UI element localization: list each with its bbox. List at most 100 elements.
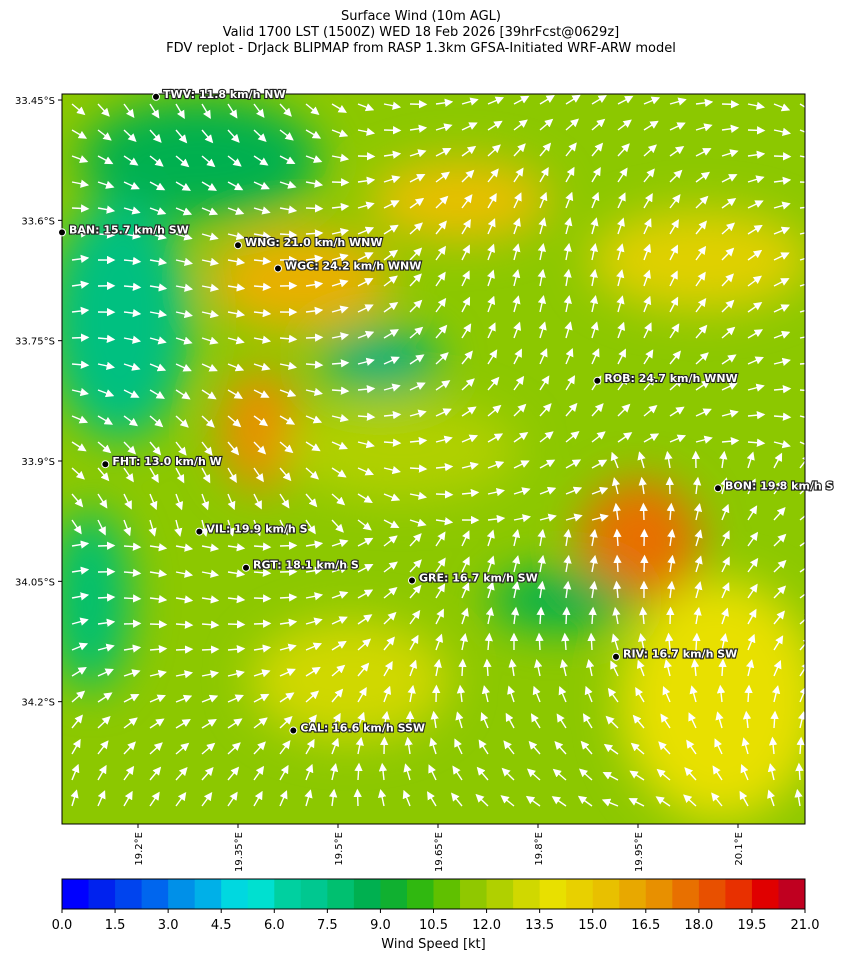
colorbar-swatch: [221, 879, 248, 909]
wind-arrow: [72, 208, 88, 209]
wind-arrow: [124, 623, 140, 624]
wind-arrow: [722, 104, 738, 105]
wind-arrow: [280, 597, 296, 598]
colorbar-tick-label: 16.5: [631, 918, 660, 933]
colorbar-swatch: [301, 879, 328, 909]
wind-arrow: [566, 608, 567, 624]
station-dot: [102, 461, 109, 468]
wind-arrow: [254, 598, 270, 599]
colorbar-swatch: [593, 879, 620, 909]
lon-tick-label: 19.35°E: [234, 832, 245, 872]
colorbar-swatch: [168, 879, 195, 909]
wind-arrow: [670, 608, 671, 624]
station-dot: [290, 727, 297, 734]
colorbar-swatch: [195, 879, 222, 909]
lat-tick-label: 33.75°S: [15, 337, 55, 348]
station-dot: [235, 242, 242, 249]
colorbar-swatch: [672, 879, 699, 909]
station-label: CAL: 16.6 km/h SSW: [300, 722, 425, 735]
colorbar-swatch: [487, 879, 514, 909]
colorbar-tick-label: 21.0: [791, 918, 820, 933]
colorbar-swatch: [566, 879, 593, 909]
lat-tick-label: 33.45°S: [15, 96, 55, 107]
wind-arrow: [748, 130, 764, 131]
station-label: VIL: 19.9 km/h S: [206, 523, 307, 536]
colorbar-swatch: [142, 879, 169, 909]
colorbar-swatch: [460, 879, 487, 909]
colorbar-tick-label: 1.5: [105, 918, 126, 933]
lon-tick-label: 19.8°E: [534, 832, 545, 866]
colorbar-tick-label: 7.5: [317, 918, 338, 933]
wind-arrow: [357, 790, 358, 806]
lon-tick-label: 19.65°E: [434, 832, 445, 872]
title: Surface Wind (10m AGL): [341, 9, 501, 24]
station-dot: [196, 528, 203, 535]
station-dot: [153, 93, 160, 100]
colorbar-tick-label: 19.5: [737, 918, 766, 933]
wind-arrow: [436, 494, 452, 495]
station-label: FHT: 13.0 km/h W: [112, 455, 221, 468]
wind-arrow: [306, 208, 322, 209]
station-dot: [275, 265, 282, 272]
lat-tick-label: 34.2°S: [21, 698, 55, 709]
colorbar-swatch: [778, 879, 805, 909]
title: FDV replot - DrJack BLIPMAP from RASP 1.…: [166, 41, 676, 56]
colorbar-swatch: [89, 879, 116, 909]
colorbar-swatch: [248, 879, 275, 909]
colorbar-swatch: [62, 879, 89, 909]
colorbar-swatch: [354, 879, 381, 909]
colorbar-swatch: [699, 879, 726, 909]
station-label: BAN: 15.7 km/h SW: [69, 223, 189, 236]
lon-tick-label: 19.95°E: [634, 832, 645, 872]
wind-arrow: [98, 597, 114, 598]
station-label: GRE: 16.7 km/h SW: [419, 572, 538, 585]
station-label: BON: 19.8 km/h S: [725, 479, 834, 492]
lat-tick-label: 33.6°S: [21, 216, 55, 227]
station-dot: [243, 564, 250, 571]
colorbar-swatch: [513, 879, 540, 909]
wind-arrow: [774, 156, 790, 157]
station-label: RIV: 16.7 km/h SW: [623, 648, 737, 661]
colorbar-swatch: [380, 879, 407, 909]
wind-arrow: [722, 660, 723, 676]
wind-arrow: [150, 624, 166, 625]
wind-arrow: [228, 624, 244, 625]
colorbar-swatch: [646, 879, 673, 909]
wind-arrow: [202, 649, 218, 650]
wind-arrow: [462, 660, 463, 676]
wind-arrow: [358, 764, 359, 780]
colorbar-tick-label: 4.5: [211, 918, 232, 933]
colorbar-tick-label: 15.0: [578, 918, 607, 933]
station-label: ROB: 24.7 km/h WNW: [604, 372, 737, 385]
wind-arrow: [72, 337, 88, 338]
colorbar-swatch: [274, 879, 301, 909]
station-label: TWV: 11.8 km/h NW: [163, 88, 286, 101]
lat-tick-label: 33.9°S: [21, 457, 55, 468]
colorbar-swatch: [115, 879, 142, 909]
lon-tick-label: 19.2°E: [134, 832, 145, 866]
lon-tick-label: 20.1°E: [734, 832, 745, 866]
colorbar-swatch: [725, 879, 752, 909]
station-dot: [613, 653, 620, 660]
lon-tick-label: 19.5°E: [334, 832, 345, 866]
wind-arrow: [617, 556, 618, 572]
wind-arrow: [539, 634, 540, 650]
wind-arrow: [306, 337, 322, 338]
colorbar-swatch: [619, 879, 646, 909]
wind-arrow: [124, 598, 140, 599]
station-label: RGT: 18.1 km/h S: [253, 559, 359, 572]
lat-tick-label: 34.05°S: [15, 577, 55, 588]
wind-arrow: [644, 556, 645, 572]
colorbar-tick-label: 0.0: [52, 918, 73, 933]
station-label: WGC: 24.2 km/h WNW: [285, 259, 421, 272]
wind-arrow: [280, 545, 296, 546]
station-dot: [409, 577, 416, 584]
wind-arrow: [254, 623, 270, 624]
colorbar-swatch: [752, 879, 779, 909]
title: Valid 1700 LST (1500Z) WED 18 Feb 2026 […: [223, 25, 619, 40]
station-dot: [59, 229, 66, 236]
colorbar-label: Wind Speed [kt]: [381, 937, 485, 952]
colorbar-swatch: [327, 879, 354, 909]
colorbar-tick-label: 6.0: [264, 918, 285, 933]
colorbar-tick-label: 9.0: [370, 918, 391, 933]
